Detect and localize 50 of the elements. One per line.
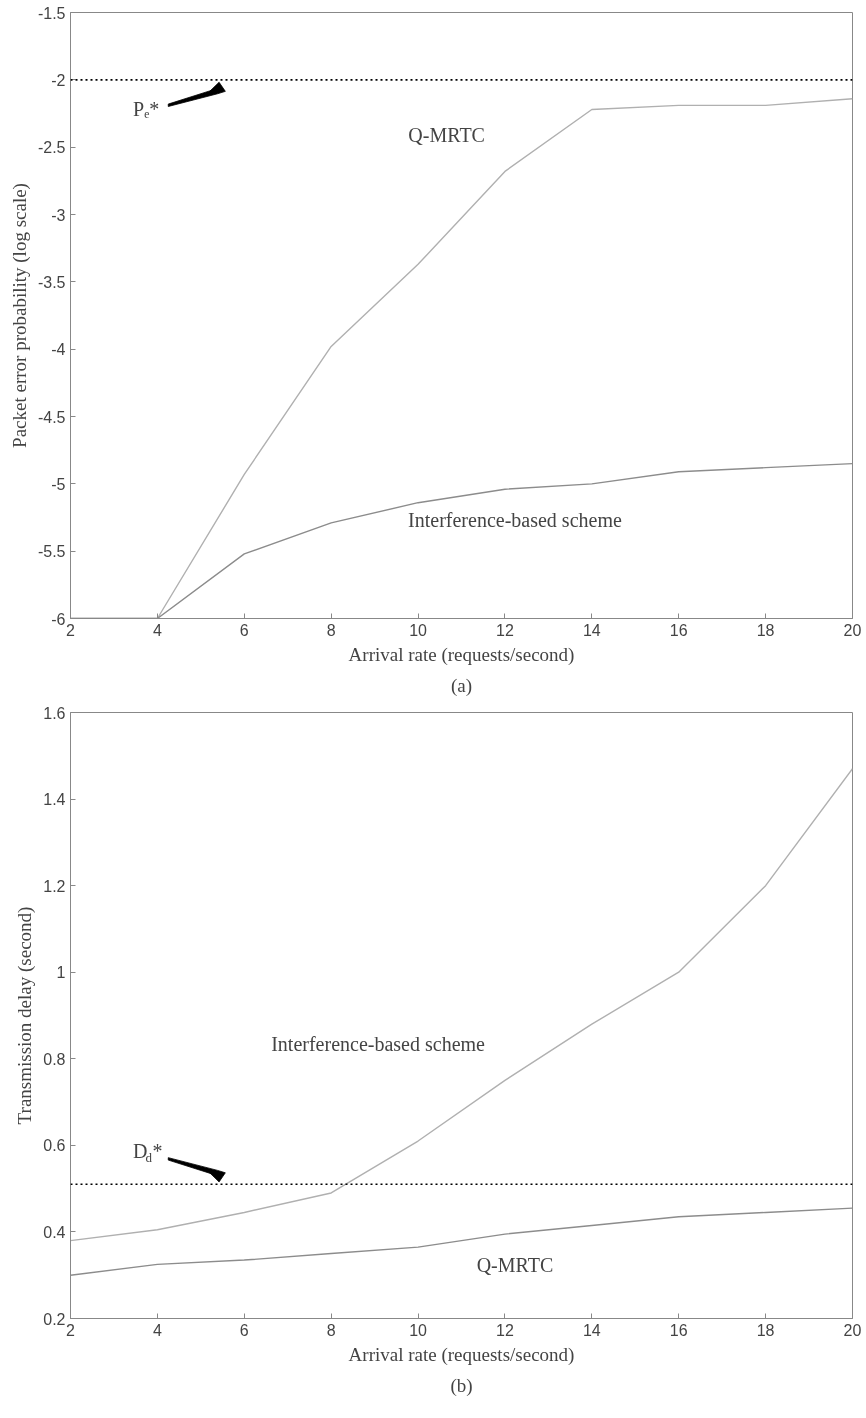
x-tick-label: 12 [496, 621, 514, 639]
x-tick-label: 4 [152, 621, 162, 639]
y-tick-label: -4 [51, 341, 66, 359]
x-tick-label: 6 [239, 1321, 249, 1339]
x-tick-label: 20 [843, 621, 862, 639]
y-tick-label: 1 [56, 964, 66, 982]
y-tick-label: -5.5 [37, 543, 66, 561]
x-tick-label: 8 [326, 1321, 336, 1339]
y-tick-label: 0.8 [43, 1050, 66, 1068]
x-tick-label: 16 [669, 1321, 688, 1339]
y-tick-label: -2.5 [37, 139, 66, 157]
x-tick-label: 4 [152, 1321, 162, 1339]
y-axis-title: Transmission delay (second) [14, 906, 37, 1125]
y-axis-title: Packet error probability (log scale) [8, 183, 31, 448]
x-tick-label: 16 [669, 621, 688, 639]
x-tick-label: 2 [66, 1321, 76, 1339]
y-tick-label: -1.5 [37, 4, 66, 22]
ref-line-label: Pₑ* [133, 97, 160, 120]
y-tick-label: 1.4 [43, 791, 66, 809]
line-series [70, 768, 853, 1242]
x-tick-label: 18 [756, 1321, 775, 1339]
x-axis-title: Arrival rate (requests/second) [348, 1343, 575, 1366]
series-label: Q-MRTC [408, 124, 485, 147]
y-tick-label: 1.6 [43, 704, 66, 722]
x-tick-label: 20 [843, 1321, 862, 1339]
x-tick-label: 14 [582, 1321, 601, 1339]
text: (b) [450, 1374, 473, 1397]
series-label: Q-MRTC [476, 1254, 554, 1277]
y-tick-label: 0.2 [43, 1310, 66, 1328]
y-tick-label: -3.5 [37, 273, 66, 291]
y-tick-label: 0.4 [43, 1223, 66, 1241]
x-tick-label: 2 [66, 621, 76, 639]
y-tick-label: 0.6 [43, 1137, 66, 1155]
y-tick-label: 1.2 [43, 877, 66, 895]
x-tick-label: 8 [326, 621, 336, 639]
x-axis-title: Arrival rate (requests/second) [348, 643, 575, 666]
text: (a) [450, 674, 473, 697]
series-label: Interference-based scheme [408, 509, 622, 532]
x-tick-label: 14 [582, 621, 601, 639]
x-tick-label: 6 [239, 621, 249, 639]
x-tick-label: 12 [496, 1321, 514, 1339]
y-tick-label: -3 [51, 206, 66, 224]
series-label: Interference-based scheme [271, 1033, 486, 1056]
y-tick-label: -6 [51, 610, 66, 628]
x-tick-label: 18 [756, 621, 775, 639]
y-tick-label: -5 [51, 475, 66, 493]
x-tick-label: 10 [409, 1321, 428, 1339]
y-tick-label: -4.5 [37, 408, 66, 426]
x-tick-label: 10 [409, 621, 428, 639]
y-tick-label: -2 [51, 71, 66, 89]
